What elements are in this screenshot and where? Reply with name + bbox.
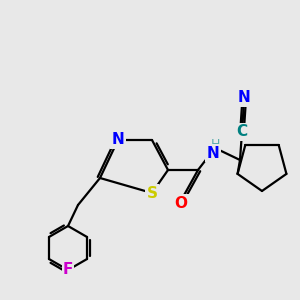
Text: N: N [238,91,250,106]
Text: H: H [210,137,220,151]
Text: N: N [207,146,219,160]
Text: F: F [63,262,73,278]
Text: N: N [112,133,124,148]
Text: O: O [175,196,188,211]
Text: C: C [236,124,247,140]
Text: S: S [146,185,158,200]
